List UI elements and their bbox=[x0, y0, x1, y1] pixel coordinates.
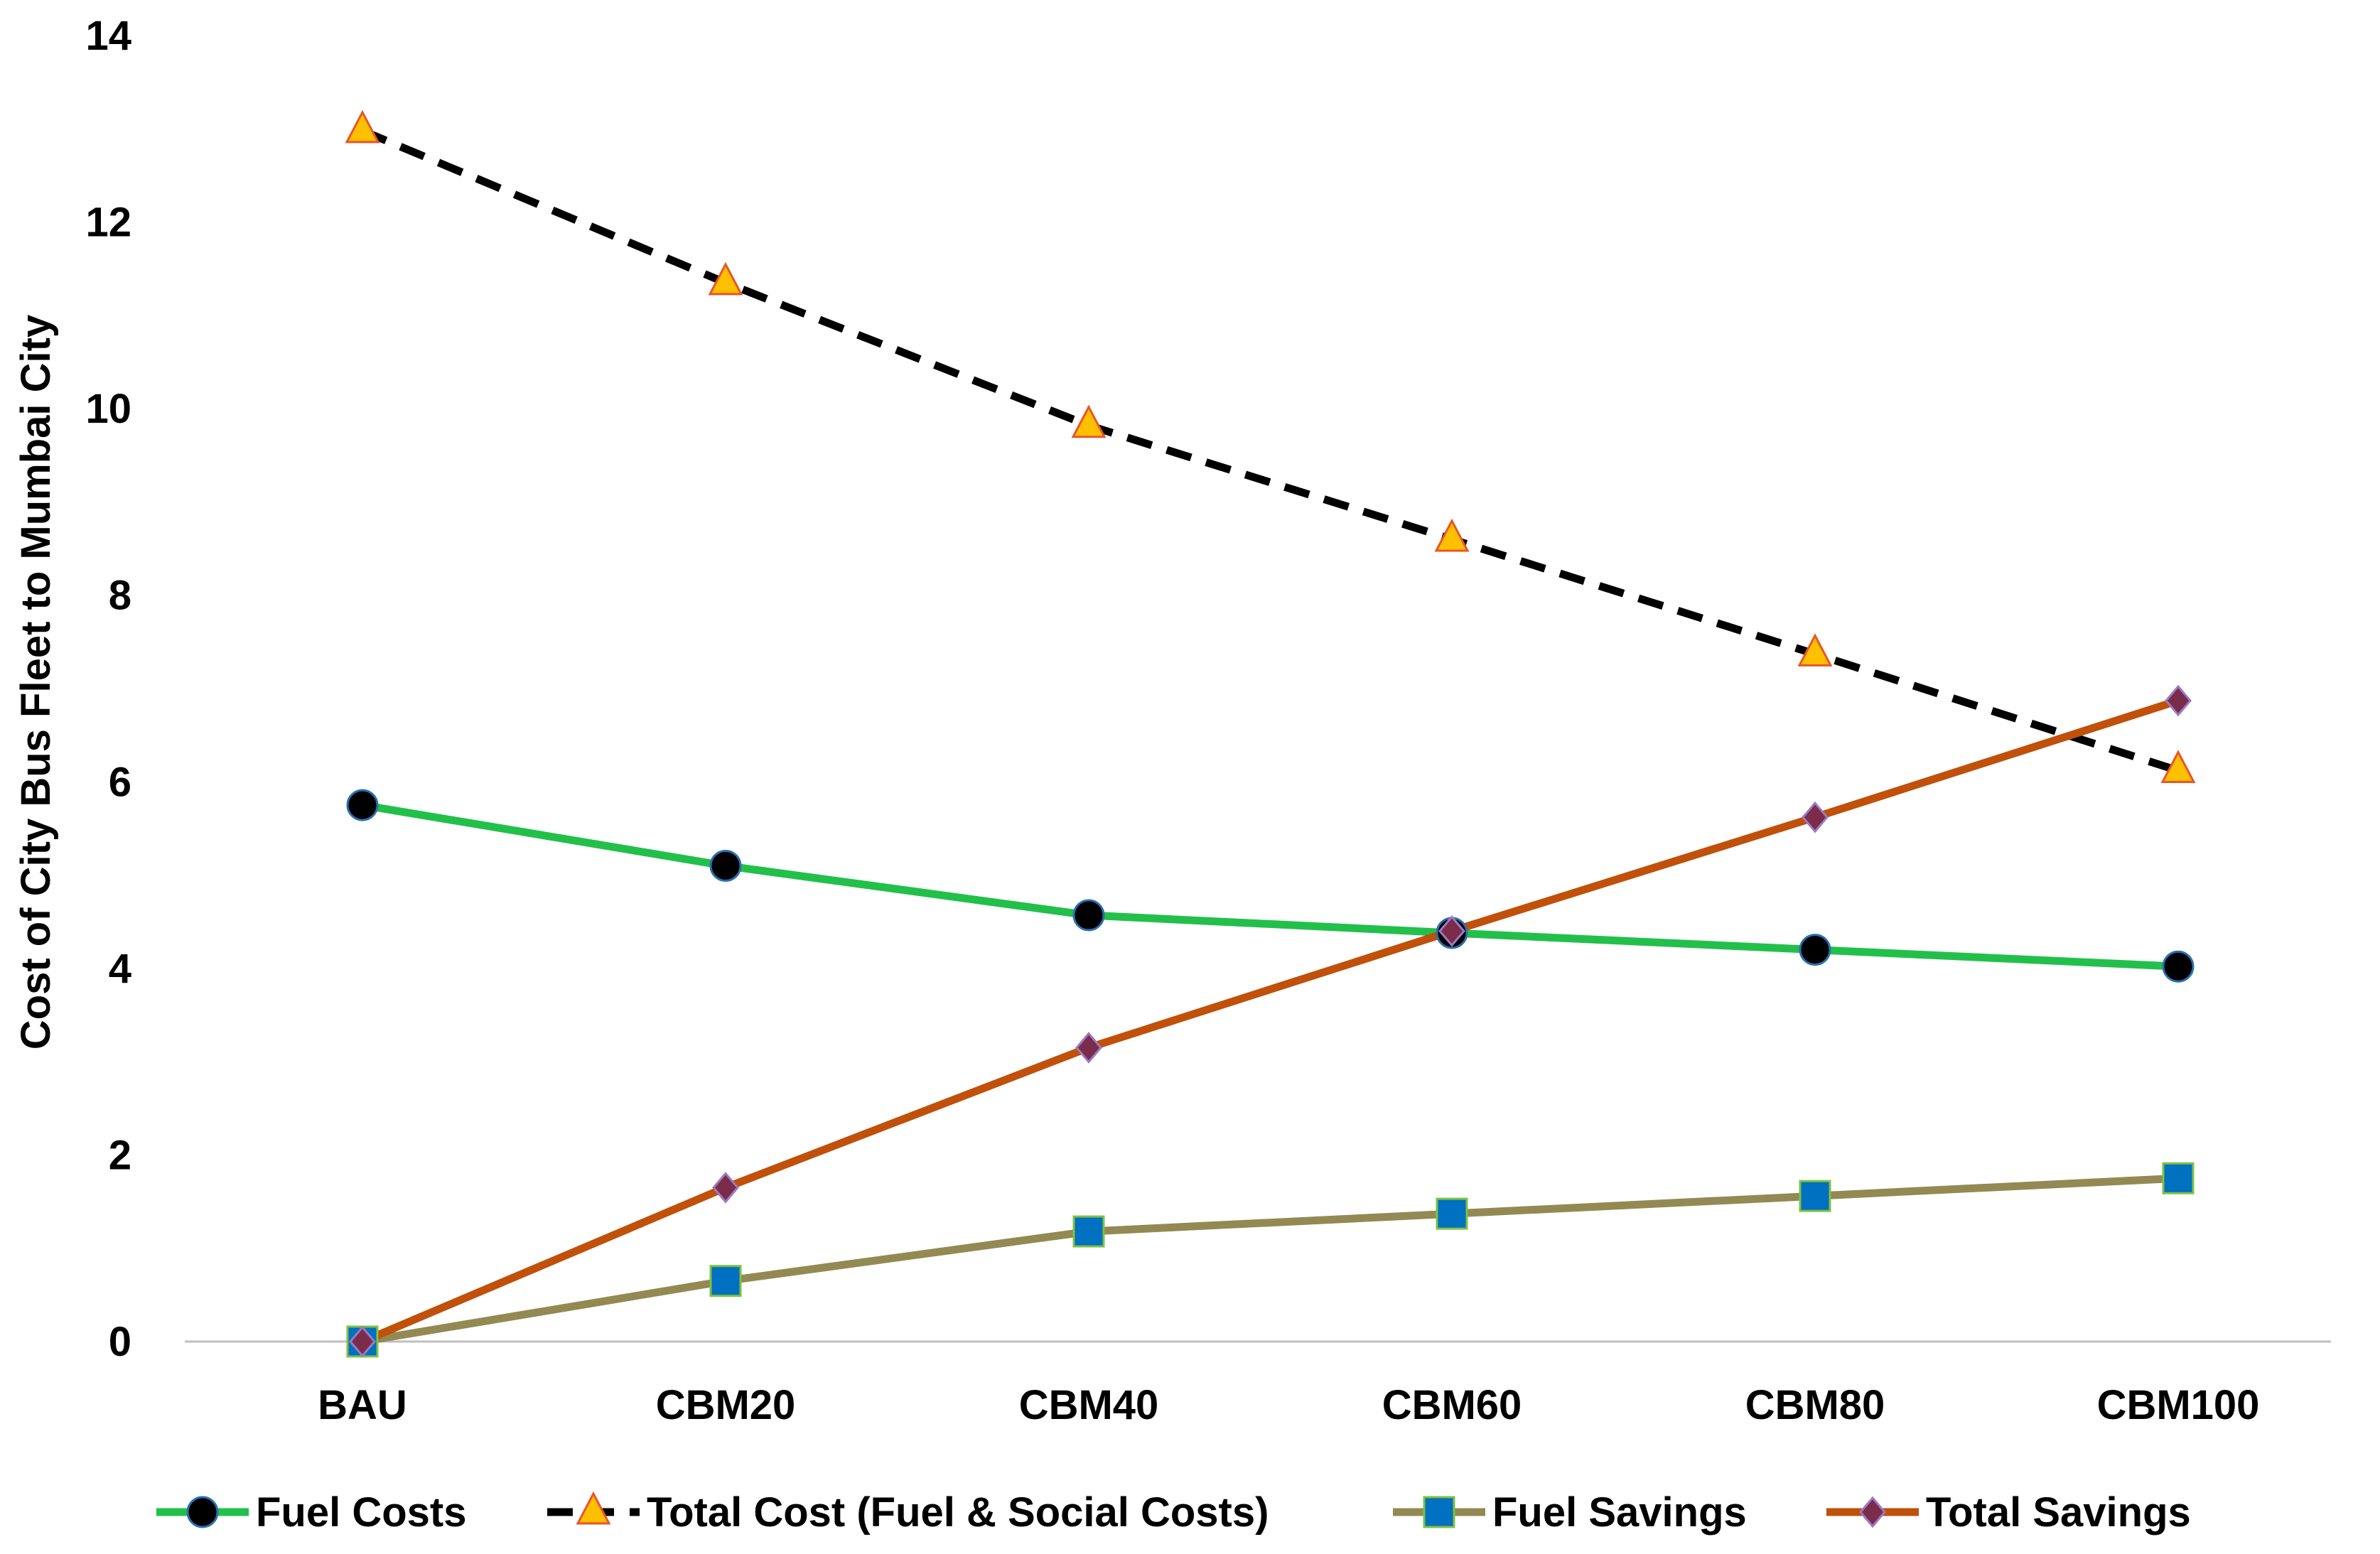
y-tick-label-2: 2 bbox=[109, 1132, 131, 1178]
point-fuel-savings-cbm100 bbox=[2162, 1162, 2195, 1194]
point-total-savings-cbm100 bbox=[2165, 684, 2192, 717]
point-total-savings-cbm80 bbox=[1802, 801, 1829, 833]
point-fuel-savings-cbm20 bbox=[709, 1265, 742, 1297]
point-total-savings-cbm60 bbox=[1438, 915, 1465, 947]
legend-label-total-savings: Total Savings bbox=[1926, 1489, 2191, 1536]
x-tick-label-bau: BAU bbox=[318, 1382, 407, 1428]
y-tick-label-12: 12 bbox=[85, 200, 131, 246]
point-total-cost-fuel-social-costs-bau bbox=[345, 109, 380, 144]
point-total-savings-bau bbox=[349, 1325, 376, 1358]
y-tick-label-8: 8 bbox=[109, 573, 131, 619]
x-tick-label-cbm40: CBM40 bbox=[1019, 1382, 1159, 1428]
x-tick-label-cbm20: CBM20 bbox=[656, 1382, 796, 1428]
x-tick-label-cbm80: CBM80 bbox=[1745, 1382, 1885, 1428]
point-fuel-costs-cbm100 bbox=[2162, 950, 2195, 983]
legend-label-fuel-savings: Fuel Savings bbox=[1492, 1489, 1747, 1536]
point-fuel-savings-cbm80 bbox=[1799, 1180, 1831, 1212]
y-axis-title: Cost of City Bus Fleet to Mumbai City bbox=[13, 315, 59, 1050]
point-total-savings-cbm20 bbox=[712, 1172, 739, 1204]
y-tick-label-4: 4 bbox=[109, 946, 131, 992]
series-line-fuel-savings bbox=[362, 1174, 2179, 1346]
legend-label-fuel-costs: Fuel Costs bbox=[256, 1489, 467, 1536]
point-fuel-costs-cbm40 bbox=[1072, 899, 1105, 932]
point-fuel-costs-bau bbox=[346, 789, 379, 821]
legend-marker-fuel-savings bbox=[1423, 1496, 1455, 1528]
y-tick-label-6: 6 bbox=[109, 759, 131, 805]
point-total-savings-cbm40 bbox=[1075, 1032, 1102, 1064]
series-line-total-savings bbox=[360, 696, 2180, 1346]
y-tick-label-14: 14 bbox=[85, 13, 131, 59]
point-fuel-savings-cbm60 bbox=[1436, 1197, 1468, 1230]
series-line-fuel-costs bbox=[362, 801, 2179, 971]
legend-label-total-cost-fuel-social-costs: Total Cost (Fuel & Social Costs) bbox=[647, 1489, 1269, 1536]
x-tick-label-cbm60: CBM60 bbox=[1382, 1382, 1522, 1428]
y-tick-label-0: 0 bbox=[109, 1319, 131, 1365]
legend-marker-fuel-costs bbox=[186, 1496, 219, 1528]
point-fuel-costs-cbm80 bbox=[1799, 934, 1831, 966]
point-total-cost-fuel-social-costs-cbm20 bbox=[708, 261, 743, 296]
series-line-total-cost-fuel-social-costs bbox=[360, 126, 2180, 775]
x-tick-label-cbm100: CBM100 bbox=[2097, 1382, 2260, 1428]
point-fuel-costs-cbm20 bbox=[709, 849, 742, 882]
legend-marker-total-savings bbox=[1859, 1496, 1886, 1528]
point-total-cost-fuel-social-costs-cbm100 bbox=[2160, 750, 2196, 784]
point-total-cost-fuel-social-costs-cbm80 bbox=[1797, 633, 1833, 667]
point-fuel-savings-cbm40 bbox=[1072, 1215, 1105, 1248]
point-total-cost-fuel-social-costs-cbm60 bbox=[1434, 518, 1470, 552]
point-total-cost-fuel-social-costs-cbm40 bbox=[1071, 404, 1106, 438]
y-tick-label-10: 10 bbox=[85, 386, 131, 432]
legend-marker-total-cost-fuel-social-costs bbox=[576, 1491, 611, 1525]
